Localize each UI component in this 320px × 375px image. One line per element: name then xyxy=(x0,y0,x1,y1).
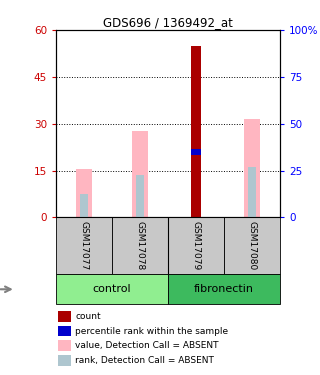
Bar xyxy=(76,169,92,217)
Bar xyxy=(136,175,144,217)
Text: value, Detection Call = ABSENT: value, Detection Call = ABSENT xyxy=(75,341,219,350)
Text: GSM17077: GSM17077 xyxy=(79,221,89,270)
Bar xyxy=(58,311,71,322)
Text: GSM17078: GSM17078 xyxy=(135,221,145,270)
Text: GSM17080: GSM17080 xyxy=(247,221,257,270)
Bar xyxy=(132,132,148,218)
Text: fibronectin: fibronectin xyxy=(194,284,254,294)
Bar xyxy=(191,148,201,155)
Title: GDS696 / 1369492_at: GDS696 / 1369492_at xyxy=(103,16,233,29)
Bar xyxy=(58,355,71,366)
Bar xyxy=(224,217,280,274)
Text: rank, Detection Call = ABSENT: rank, Detection Call = ABSENT xyxy=(75,356,214,365)
Bar xyxy=(191,46,201,218)
Text: control: control xyxy=(93,284,131,294)
Bar xyxy=(58,340,71,351)
Text: count: count xyxy=(75,312,101,321)
Text: GSM17079: GSM17079 xyxy=(191,221,201,270)
Bar xyxy=(112,217,168,274)
Bar xyxy=(58,326,71,336)
Bar xyxy=(80,194,88,217)
Bar xyxy=(56,274,168,304)
Bar xyxy=(248,167,256,217)
Bar xyxy=(168,274,280,304)
Bar xyxy=(56,217,112,274)
Text: percentile rank within the sample: percentile rank within the sample xyxy=(75,327,228,336)
Bar xyxy=(168,217,224,274)
Bar xyxy=(244,119,260,218)
